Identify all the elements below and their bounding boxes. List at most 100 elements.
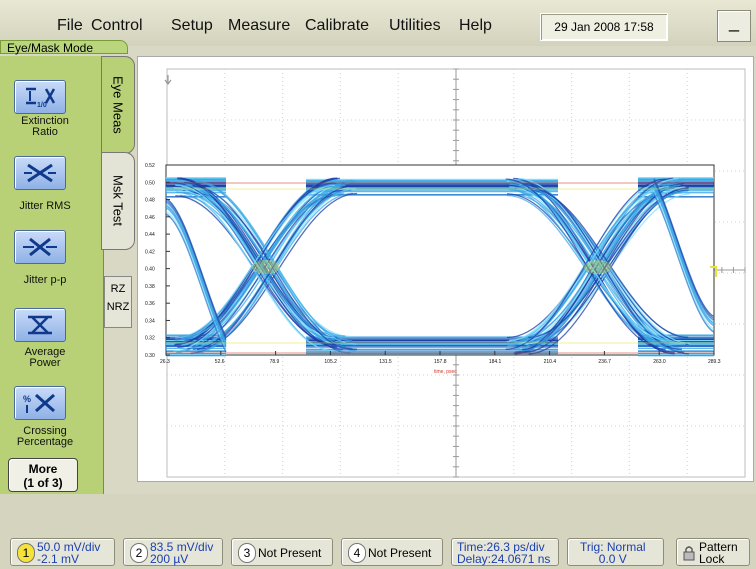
channel-3-button[interactable]: 3 Not Present [231,538,333,566]
channel-2-settings: 83.5 mV/div 200 µV [150,540,214,566]
tab-eye-meas[interactable]: Eye Meas [101,56,135,154]
x-tick-label: 210.4 [544,359,557,365]
y-tick-label: 0.46 [145,215,155,221]
eye-trace-rising [509,186,670,342]
tab-mask-test[interactable]: Msk Test [101,152,135,250]
x-axis-label: time, psec [434,369,457,375]
y-tick-label: 0.30 [145,353,155,359]
jitter-pp-label: Jitter p-p [23,274,67,286]
svg-text:%: % [23,394,31,404]
y-tick-label: 0.52 [145,163,155,169]
x-tick-label: 26.3 [160,359,170,365]
average-power-button[interactable] [14,308,66,342]
mode-label: Eye/Mask Mode [0,40,128,55]
y-tick-label: 0.44 [145,232,155,238]
jitter-rms-label: Jitter RMS [19,200,71,212]
average-power-icon [28,315,52,335]
channel-3-status: Not Present [258,546,322,560]
eye-trace-rising [192,192,353,355]
y-axis-ticks: 0.52 0.50 0.48 0.46 0.44 0.42 0.40 0.38 0.36 0.34… [145,163,170,359]
channel-4-button[interactable]: 4 Not Present [341,538,443,566]
minimize-button[interactable]: _ [717,10,751,42]
jitter-pp-button[interactable] [14,230,66,264]
y-tick-label: 0.40 [145,267,155,273]
channel-1-button[interactable]: 1 50.0 mV/div -2.1 mV [10,538,115,566]
date-time-display: 29 Jan 2008 17:58 [540,13,668,41]
svg-text:1/0: 1/0 [37,102,47,109]
x-tick-label: 157.8 [434,359,447,365]
rz-option[interactable]: RZ [110,283,126,295]
arrow-down-icon [164,75,172,85]
jitter-rms-button[interactable] [14,156,66,190]
x-tick-label: 105.2 [324,359,337,365]
channel-3-number: 3 [238,543,256,563]
eye-traces [165,177,715,357]
y-tick-label: 0.36 [145,301,155,307]
eye-trace-rising [528,187,689,339]
measurement-panel: 1/0 Extinction Ratio Jitter RMS Jitter p-… [0,56,104,494]
x-tick-label: 52.6 [215,359,225,365]
menu-bar: File Control Setup Measure Calibrate Uti… [0,0,756,46]
crossing-percentage-label: Crossing Percentage [16,425,74,448]
x-tick-label: 263.0 [653,359,666,365]
trigger-marker-icon [710,266,717,277]
y-tick-label: 0.32 [145,336,155,342]
lock-icon [683,546,695,561]
eye-trace-edge [165,204,227,344]
x-tick-label: 236.7 [598,359,611,365]
channel-4-number: 4 [348,543,366,563]
menu-file[interactable]: File [57,17,83,34]
menu-help[interactable]: Help [459,17,492,34]
timebase-button[interactable]: Time:26.3 ps/div Delay:24.0671 ns [451,538,559,566]
menu-setup[interactable]: Setup [171,17,213,34]
menu-control[interactable]: Control [91,17,143,34]
rz-nrz-selector[interactable]: RZ NRZ [104,276,132,328]
trigger-settings: Trig: Normal 0.0 V [580,540,646,566]
eye-trace-edge [165,210,227,350]
channel-1-number: 1 [17,543,35,563]
eye-trace-rising [505,178,666,350]
eye-trace-rising [513,177,674,354]
y-tick-label: 0.38 [145,284,155,290]
eye-trace-edge [653,190,715,330]
nrz-option[interactable]: NRZ [106,301,130,313]
eye-trace-high [166,177,714,181]
eye-trace-rising [175,184,336,339]
y-tick-label: 0.50 [145,180,155,186]
extinction-ratio-icon: 1/0 [26,87,56,109]
extinction-ratio-label: Extinction Ratio [21,115,69,138]
menu-measure[interactable]: Measure [228,17,291,34]
more-button[interactable]: More (1 of 3) [8,458,78,492]
jitter-rms-icon [24,163,56,183]
eye-trace-edge [165,197,227,337]
jitter-pp-icon [23,237,57,257]
x-axis-ticks: 26.3 52.6 78.9 105.2 131.5 157.8 184.1 210.4 236… [160,351,721,365]
eye-trace-rising [185,184,346,337]
x-tick-label: 289.3 [708,359,721,365]
pattern-lock-button[interactable]: Pattern Lock [676,538,750,566]
average-power-label: Average Power [24,346,66,369]
crossing-highlight [252,260,280,274]
eye-diagram-plot: 0.52 0.50 0.48 0.46 0.44 0.42 0.40 0.38 0.36 0.34… [145,68,746,478]
y-tick-label: 0.42 [145,249,155,255]
trigger-button[interactable]: Trig: Normal 0.0 V [567,538,664,566]
eye-trace-edge [165,212,227,352]
y-tick-label: 0.48 [145,198,155,204]
menu-utilities[interactable]: Utilities [389,17,441,34]
eye-trace-edge [653,182,715,322]
channel-1-settings: 50.0 mV/div -2.1 mV [37,540,101,566]
crossing-percentage-icon: % [23,393,55,413]
eye-trace-rising [177,177,338,348]
menu-calibrate[interactable]: Calibrate [305,17,370,34]
channel-4-status: Not Present [368,546,432,560]
eye-trace-edge [653,193,715,332]
x-tick-label: 78.9 [270,359,280,365]
extinction-ratio-button[interactable]: 1/0 [14,80,66,114]
x-tick-label: 184.1 [489,359,502,365]
eye-trace-edge [653,187,715,327]
eye-trace-edge [165,202,227,342]
channel-2-button[interactable]: 2 83.5 mV/div 200 µV [123,538,223,566]
pattern-lock-label: Pattern Lock [699,540,738,566]
crossing-highlight [584,260,612,274]
crossing-percentage-button[interactable]: % [14,386,66,420]
